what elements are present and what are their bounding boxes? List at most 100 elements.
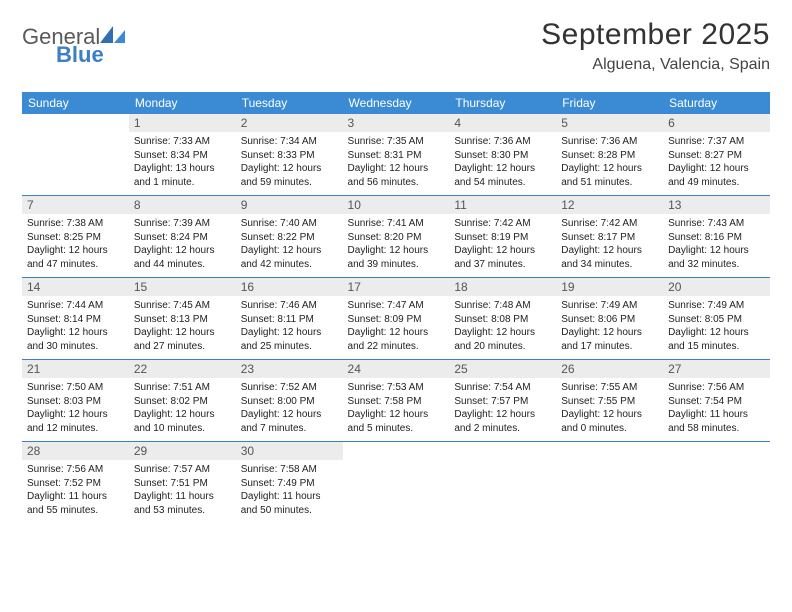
day-info: Sunrise: 7:57 AMSunset: 7:51 PMDaylight:… <box>129 460 236 523</box>
day-number: 28 <box>22 442 129 460</box>
sunrise-text: Sunrise: 7:33 AM <box>134 135 231 149</box>
day-info: Sunrise: 7:48 AMSunset: 8:08 PMDaylight:… <box>449 296 556 359</box>
day-header-thursday: Thursday <box>449 92 556 114</box>
daylight-text-line1: Daylight: 12 hours <box>241 326 338 340</box>
sunrise-text: Sunrise: 7:45 AM <box>134 299 231 313</box>
sunrise-text: Sunrise: 7:42 AM <box>561 217 658 231</box>
day-number: 14 <box>22 278 129 296</box>
day-header-friday: Friday <box>556 92 663 114</box>
daylight-text-line1: Daylight: 12 hours <box>134 244 231 258</box>
sunset-text: Sunset: 8:05 PM <box>668 313 765 327</box>
sunrise-text: Sunrise: 7:39 AM <box>134 217 231 231</box>
day-info-empty <box>449 460 556 510</box>
daylight-text-line2: and 5 minutes. <box>348 422 445 436</box>
daylight-text-line1: Daylight: 12 hours <box>668 326 765 340</box>
logo: General Blue <box>22 26 126 66</box>
daylight-text-line1: Daylight: 12 hours <box>241 408 338 422</box>
day-number: 1 <box>129 114 236 132</box>
day-number-empty <box>663 442 770 460</box>
daylight-text-line2: and 50 minutes. <box>241 504 338 518</box>
daylight-text-line2: and 7 minutes. <box>241 422 338 436</box>
daylight-text-line1: Daylight: 12 hours <box>27 326 124 340</box>
sunset-text: Sunset: 7:58 PM <box>348 395 445 409</box>
daylight-text-line2: and 37 minutes. <box>454 258 551 272</box>
day-number: 26 <box>556 360 663 378</box>
sunrise-text: Sunrise: 7:50 AM <box>27 381 124 395</box>
daylight-text-line1: Daylight: 12 hours <box>27 408 124 422</box>
daylight-text-line2: and 49 minutes. <box>668 176 765 190</box>
daylight-text-line2: and 44 minutes. <box>134 258 231 272</box>
calendar-cell <box>22 114 129 196</box>
day-info-empty <box>663 460 770 510</box>
day-number: 27 <box>663 360 770 378</box>
daylight-text-line2: and 10 minutes. <box>134 422 231 436</box>
day-info: Sunrise: 7:38 AMSunset: 8:25 PMDaylight:… <box>22 214 129 277</box>
daylight-text-line1: Daylight: 12 hours <box>561 326 658 340</box>
day-number: 9 <box>236 196 343 214</box>
sunrise-text: Sunrise: 7:56 AM <box>27 463 124 477</box>
day-info-empty <box>343 460 450 510</box>
sunrise-text: Sunrise: 7:34 AM <box>241 135 338 149</box>
calendar-cell: 1Sunrise: 7:33 AMSunset: 8:34 PMDaylight… <box>129 114 236 196</box>
sunrise-text: Sunrise: 7:53 AM <box>348 381 445 395</box>
sunset-text: Sunset: 8:28 PM <box>561 149 658 163</box>
day-info: Sunrise: 7:50 AMSunset: 8:03 PMDaylight:… <box>22 378 129 441</box>
sunrise-text: Sunrise: 7:37 AM <box>668 135 765 149</box>
day-number: 18 <box>449 278 556 296</box>
day-header-sunday: Sunday <box>22 92 129 114</box>
sunset-text: Sunset: 8:16 PM <box>668 231 765 245</box>
daylight-text-line2: and 30 minutes. <box>27 340 124 354</box>
calendar-week-row: 28Sunrise: 7:56 AMSunset: 7:52 PMDayligh… <box>22 442 770 524</box>
sunset-text: Sunset: 7:52 PM <box>27 477 124 491</box>
location: Alguena, Valencia, Spain <box>541 56 770 74</box>
calendar-cell: 24Sunrise: 7:53 AMSunset: 7:58 PMDayligh… <box>343 360 450 442</box>
month-title: September 2025 <box>541 18 770 52</box>
day-number: 12 <box>556 196 663 214</box>
daylight-text-line2: and 15 minutes. <box>668 340 765 354</box>
calendar-week-row: 21Sunrise: 7:50 AMSunset: 8:03 PMDayligh… <box>22 360 770 442</box>
daylight-text-line1: Daylight: 12 hours <box>454 408 551 422</box>
day-number: 25 <box>449 360 556 378</box>
sunset-text: Sunset: 8:08 PM <box>454 313 551 327</box>
calendar-cell: 16Sunrise: 7:46 AMSunset: 8:11 PMDayligh… <box>236 278 343 360</box>
calendar-cell: 28Sunrise: 7:56 AMSunset: 7:52 PMDayligh… <box>22 442 129 524</box>
day-number-empty <box>449 442 556 460</box>
calendar-week-row: 14Sunrise: 7:44 AMSunset: 8:14 PMDayligh… <box>22 278 770 360</box>
calendar-cell: 14Sunrise: 7:44 AMSunset: 8:14 PMDayligh… <box>22 278 129 360</box>
sunrise-text: Sunrise: 7:36 AM <box>454 135 551 149</box>
day-number: 7 <box>22 196 129 214</box>
sunrise-text: Sunrise: 7:52 AM <box>241 381 338 395</box>
calendar-cell: 11Sunrise: 7:42 AMSunset: 8:19 PMDayligh… <box>449 196 556 278</box>
sunset-text: Sunset: 7:49 PM <box>241 477 338 491</box>
day-info: Sunrise: 7:37 AMSunset: 8:27 PMDaylight:… <box>663 132 770 195</box>
day-info: Sunrise: 7:49 AMSunset: 8:06 PMDaylight:… <box>556 296 663 359</box>
calendar-cell: 26Sunrise: 7:55 AMSunset: 7:55 PMDayligh… <box>556 360 663 442</box>
daylight-text-line1: Daylight: 12 hours <box>348 408 445 422</box>
daylight-text-line2: and 58 minutes. <box>668 422 765 436</box>
sunrise-text: Sunrise: 7:40 AM <box>241 217 338 231</box>
daylight-text-line2: and 55 minutes. <box>27 504 124 518</box>
day-number: 11 <box>449 196 556 214</box>
daylight-text-line1: Daylight: 12 hours <box>348 162 445 176</box>
daylight-text-line1: Daylight: 11 hours <box>668 408 765 422</box>
sunrise-text: Sunrise: 7:48 AM <box>454 299 551 313</box>
day-header-saturday: Saturday <box>663 92 770 114</box>
sunset-text: Sunset: 8:27 PM <box>668 149 765 163</box>
sunset-text: Sunset: 8:09 PM <box>348 313 445 327</box>
calendar-cell <box>449 442 556 524</box>
day-info: Sunrise: 7:46 AMSunset: 8:11 PMDaylight:… <box>236 296 343 359</box>
daylight-text-line1: Daylight: 12 hours <box>668 244 765 258</box>
day-info: Sunrise: 7:43 AMSunset: 8:16 PMDaylight:… <box>663 214 770 277</box>
sunset-text: Sunset: 7:51 PM <box>134 477 231 491</box>
day-number: 20 <box>663 278 770 296</box>
sunset-text: Sunset: 8:06 PM <box>561 313 658 327</box>
day-info: Sunrise: 7:41 AMSunset: 8:20 PMDaylight:… <box>343 214 450 277</box>
calendar-cell: 4Sunrise: 7:36 AMSunset: 8:30 PMDaylight… <box>449 114 556 196</box>
sunrise-text: Sunrise: 7:57 AM <box>134 463 231 477</box>
calendar-cell: 19Sunrise: 7:49 AMSunset: 8:06 PMDayligh… <box>556 278 663 360</box>
calendar-week-row: 1Sunrise: 7:33 AMSunset: 8:34 PMDaylight… <box>22 114 770 196</box>
calendar-table: Sunday Monday Tuesday Wednesday Thursday… <box>22 92 770 523</box>
day-number: 3 <box>343 114 450 132</box>
calendar-cell: 9Sunrise: 7:40 AMSunset: 8:22 PMDaylight… <box>236 196 343 278</box>
day-info: Sunrise: 7:45 AMSunset: 8:13 PMDaylight:… <box>129 296 236 359</box>
